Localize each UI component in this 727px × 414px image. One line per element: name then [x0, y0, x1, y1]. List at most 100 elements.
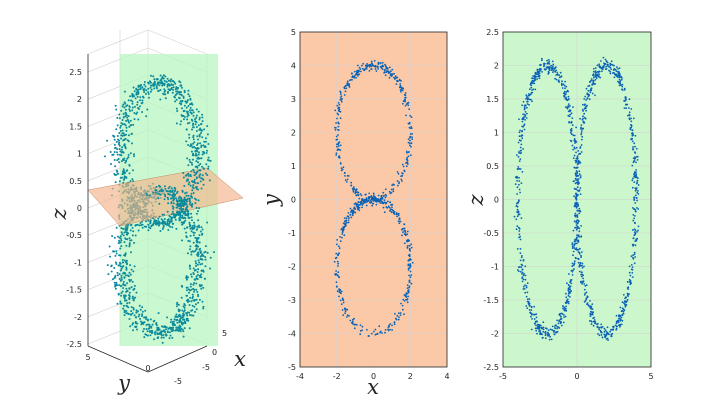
data-point	[403, 313, 405, 316]
data-point	[516, 201, 519, 204]
data-point	[357, 204, 360, 206]
data-point	[538, 77, 541, 80]
data-point	[137, 229, 140, 232]
data-point	[139, 99, 141, 102]
data-point	[572, 148, 574, 151]
data-point	[183, 104, 186, 107]
data-point	[392, 190, 395, 193]
data-point	[190, 250, 193, 253]
data-point	[127, 99, 130, 102]
data-point	[351, 318, 354, 321]
data-point	[526, 291, 529, 294]
data-point	[530, 309, 533, 311]
data-point	[577, 220, 580, 223]
data-point	[633, 251, 636, 254]
data-point	[350, 210, 353, 213]
data-point	[150, 88, 153, 91]
data-point	[192, 111, 195, 114]
data-point	[178, 327, 181, 330]
data-point	[346, 308, 349, 311]
data-point	[173, 81, 176, 84]
x-tick-label: -5	[202, 363, 210, 372]
data-point	[114, 104, 117, 107]
panel-xy-x-tick-labels: -4 -2 0 2 4	[296, 372, 450, 381]
data-point	[532, 80, 535, 83]
data-point	[185, 203, 188, 206]
data-point	[343, 234, 346, 237]
data-point	[120, 302, 123, 305]
data-point	[356, 205, 358, 208]
x-tick-label: 2	[408, 372, 413, 381]
data-point	[182, 305, 185, 308]
data-point	[202, 150, 204, 153]
data-point	[110, 163, 112, 165]
data-point	[180, 296, 183, 299]
data-point	[115, 263, 118, 265]
data-point	[553, 331, 555, 333]
data-point	[547, 73, 550, 75]
data-point	[206, 221, 209, 224]
data-point	[403, 93, 406, 96]
data-point	[519, 191, 521, 194]
data-point	[564, 87, 566, 90]
data-point	[123, 231, 126, 234]
data-point	[406, 246, 409, 249]
data-point	[188, 133, 191, 136]
data-point	[125, 231, 128, 234]
data-point	[122, 283, 125, 285]
data-point	[519, 248, 522, 250]
data-point	[598, 66, 601, 69]
data-point	[175, 227, 178, 230]
data-point	[116, 124, 119, 127]
data-point	[167, 202, 170, 205]
data-point	[176, 110, 179, 112]
data-point	[127, 140, 130, 143]
data-point	[183, 196, 186, 199]
data-point	[134, 224, 137, 227]
data-point	[158, 202, 161, 205]
data-point	[525, 286, 528, 289]
data-point	[568, 273, 570, 275]
data-point	[143, 83, 146, 86]
data-point	[193, 290, 196, 293]
data-point	[407, 141, 410, 144]
data-point	[394, 77, 397, 80]
data-point	[366, 198, 368, 201]
data-point	[576, 236, 578, 239]
data-point	[573, 154, 576, 157]
data-point	[344, 312, 346, 315]
data-point	[389, 323, 392, 325]
data-point	[384, 188, 387, 191]
data-point	[126, 116, 129, 119]
data-point	[575, 205, 577, 208]
data-point	[107, 273, 110, 276]
data-point	[147, 91, 150, 94]
data-point	[591, 308, 594, 310]
data-point	[125, 238, 127, 241]
data-point	[569, 296, 571, 298]
data-point	[160, 79, 162, 82]
data-point	[141, 226, 144, 229]
data-point	[634, 187, 637, 190]
data-point	[572, 254, 574, 257]
data-point	[121, 105, 124, 108]
data-point	[199, 127, 202, 130]
data-point	[195, 275, 198, 278]
data-point	[201, 116, 204, 119]
data-point	[520, 266, 523, 269]
data-point	[579, 193, 582, 196]
data-point	[115, 281, 118, 284]
data-point	[521, 137, 524, 140]
data-point	[174, 94, 177, 97]
data-point	[201, 232, 204, 235]
data-point	[522, 274, 525, 277]
data-point	[123, 314, 126, 317]
data-point	[577, 194, 579, 196]
data-point	[209, 159, 212, 162]
data-point	[348, 217, 350, 220]
data-point	[604, 63, 606, 65]
data-point	[517, 211, 520, 214]
data-point	[186, 157, 189, 160]
data-point	[176, 321, 179, 324]
data-point	[163, 82, 165, 85]
